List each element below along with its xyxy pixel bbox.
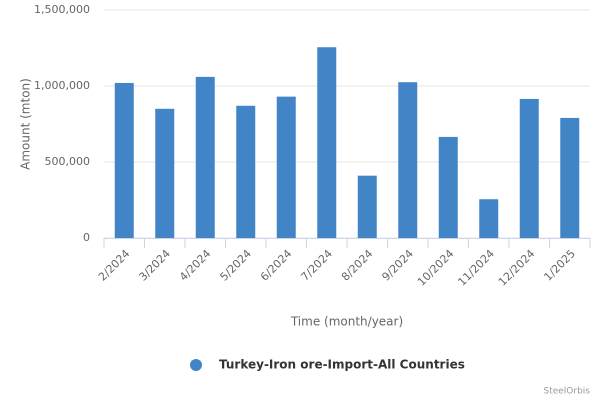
x-tick-label: 7/2024 — [298, 247, 335, 284]
y-tick-label: 0 — [83, 231, 90, 244]
x-tick-label: 4/2024 — [177, 247, 214, 284]
bar — [276, 96, 296, 238]
y-tick-label: 500,000 — [45, 155, 91, 168]
x-tick-label: 11/2024 — [455, 247, 497, 289]
x-tick-label: 1/2025 — [541, 247, 578, 284]
x-tick-label: 2/2024 — [96, 247, 133, 284]
x-tick-label: 3/2024 — [136, 247, 173, 284]
y-axis-title: Amount (mton) — [19, 78, 33, 170]
x-tick-label: 6/2024 — [258, 247, 295, 284]
bar — [195, 76, 215, 238]
bar — [357, 175, 377, 238]
legend-marker — [190, 359, 202, 371]
x-tick-label: 8/2024 — [339, 247, 376, 284]
x-tick-label: 9/2024 — [379, 247, 416, 284]
bar — [317, 47, 337, 238]
bar — [519, 98, 539, 238]
x-tick-label: 5/2024 — [217, 247, 254, 284]
x-tick-label: 10/2024 — [415, 247, 457, 289]
bar — [438, 136, 458, 238]
y-tick-label: 1,500,000 — [34, 3, 90, 16]
credit: SteelOrbis — [543, 387, 590, 397]
y-tick-label: 1,000,000 — [34, 79, 90, 92]
bar — [155, 108, 175, 238]
legend-label: Turkey-Iron ore-Import-All Countries — [219, 358, 465, 372]
bar — [236, 105, 256, 238]
bar — [114, 82, 134, 239]
bar — [560, 117, 580, 238]
x-axis-title: Time (month/year) — [290, 315, 403, 329]
x-tick-label: 12/2024 — [496, 247, 538, 289]
bar — [479, 199, 499, 238]
bar — [398, 82, 418, 238]
